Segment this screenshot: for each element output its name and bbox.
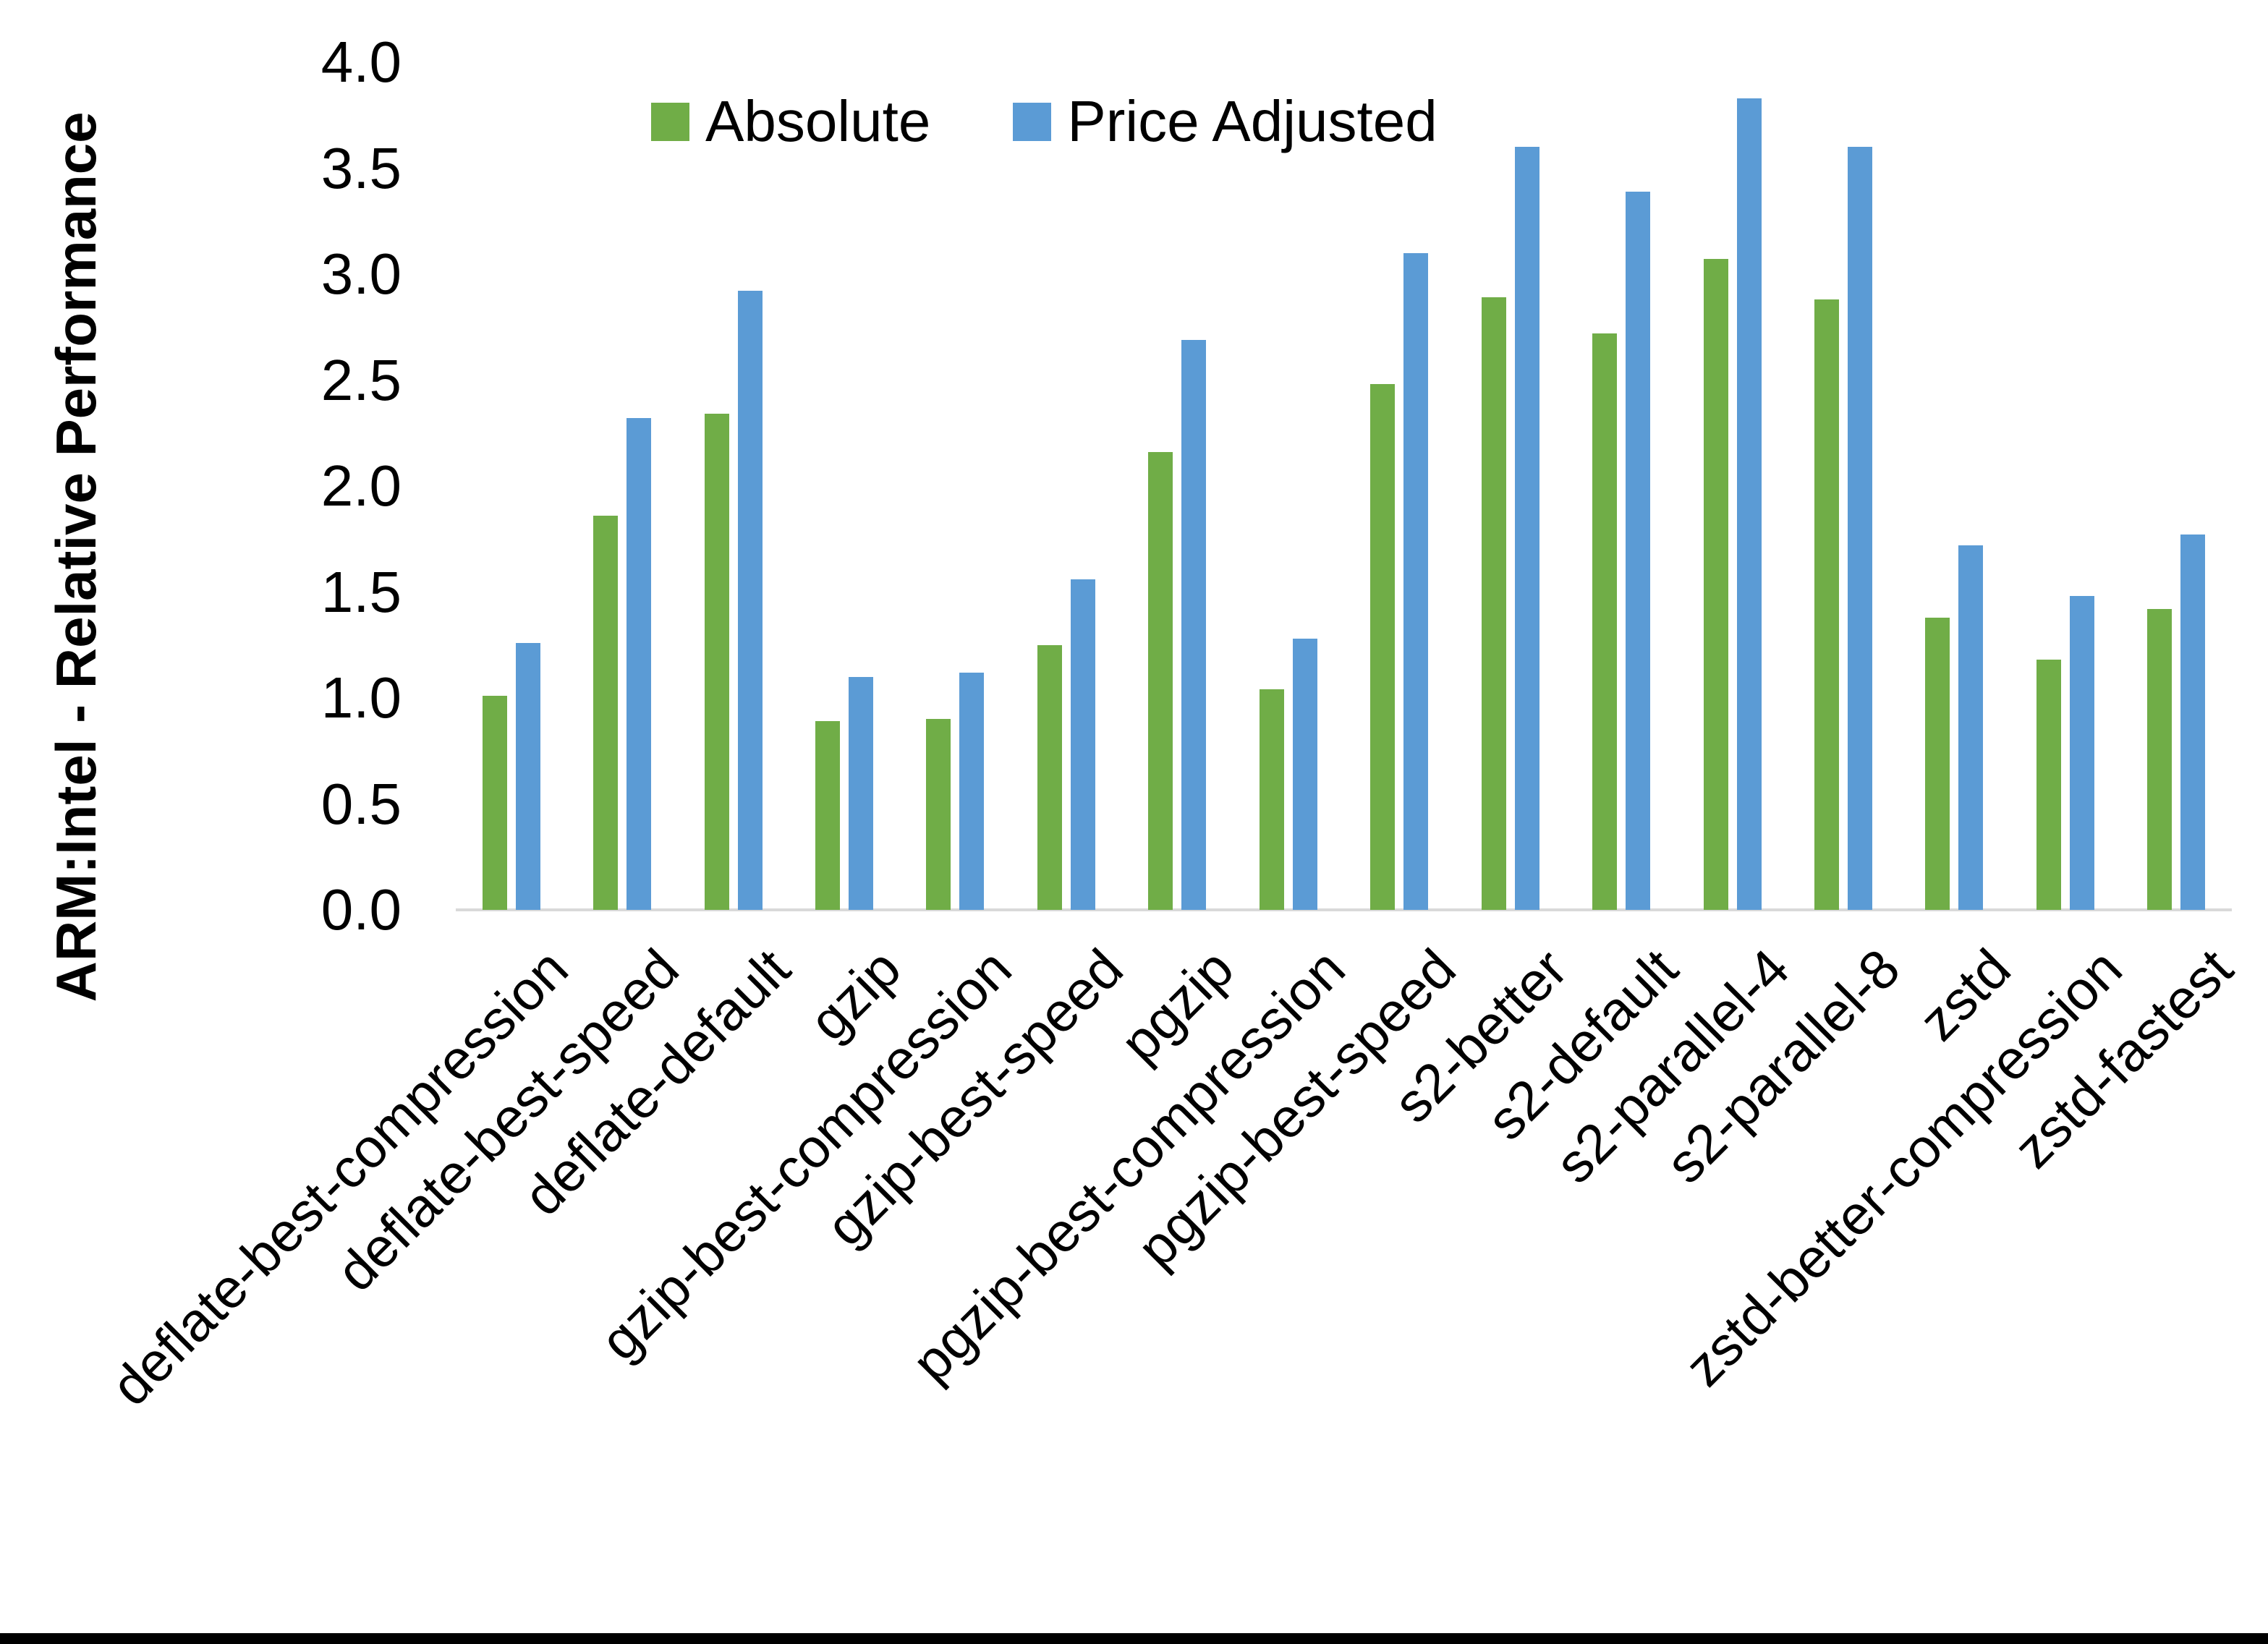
bar-absolute-gzip-best-speed xyxy=(1037,645,1062,910)
bar-price-adjusted-pgzip-best-compression xyxy=(1293,639,1317,910)
y-tick-0.0: 0.0 xyxy=(320,877,402,942)
y-tick-4.0: 4.0 xyxy=(320,30,402,94)
bar-absolute-zstd-better-compression xyxy=(2036,660,2061,910)
bar-price-adjusted-deflate-default xyxy=(738,291,763,910)
y-tick-1.5: 1.5 xyxy=(320,559,402,624)
bar-absolute-gzip xyxy=(815,721,840,910)
bar-price-adjusted-zstd-better-compression xyxy=(2070,596,2094,910)
bar-absolute-s2-default xyxy=(1592,333,1617,910)
bar-price-adjusted-gzip-best-speed xyxy=(1071,579,1095,910)
bar-price-adjusted-pgzip-best-speed xyxy=(1403,253,1428,910)
bar-absolute-pgzip xyxy=(1148,452,1173,910)
y-tick-2.5: 2.5 xyxy=(320,347,402,412)
bar-price-adjusted-zstd xyxy=(1958,545,1983,910)
y-tick-1.0: 1.0 xyxy=(320,665,402,730)
y-tick-3.5: 3.5 xyxy=(320,135,402,200)
bar-absolute-zstd xyxy=(1925,618,1950,910)
bar-absolute-s2-parallel-4 xyxy=(1704,259,1728,910)
x-label-deflate-best-compression: deflate-best-compression xyxy=(100,937,580,1418)
bar-absolute-pgzip-best-compression xyxy=(1260,689,1284,910)
bar-price-adjusted-s2-parallel-4 xyxy=(1737,98,1762,910)
bar-absolute-deflate-default xyxy=(705,414,729,910)
legend-swatch-absolute xyxy=(651,102,689,141)
legend-label-price-adjusted: Price Adjusted xyxy=(1067,89,1437,153)
y-axis-title: ARM:Intel - Relative Performance xyxy=(44,111,108,1002)
y-tick-2.0: 2.0 xyxy=(320,453,402,518)
bar-absolute-zstd-fastest xyxy=(2147,609,2172,910)
y-tick-3.0: 3.0 xyxy=(320,242,402,306)
bar-absolute-gzip-best-compression xyxy=(926,719,951,910)
bar-absolute-deflate-best-speed xyxy=(593,516,618,910)
bar-price-adjusted-zstd-fastest xyxy=(2180,534,2205,910)
bar-price-adjusted-s2-better xyxy=(1515,147,1539,910)
bar-price-adjusted-s2-parallel-8 xyxy=(1848,147,1872,910)
legend-label-absolute: Absolute xyxy=(705,89,931,153)
bar-price-adjusted-gzip-best-compression xyxy=(959,673,984,910)
bar-absolute-s2-better xyxy=(1482,297,1506,910)
x-axis-line xyxy=(456,908,2232,911)
y-tick-0.5: 0.5 xyxy=(320,771,402,836)
bar-price-adjusted-pgzip xyxy=(1181,340,1206,910)
bar-absolute-pgzip-best-speed xyxy=(1370,384,1395,910)
legend: Absolute Price Adjusted xyxy=(651,93,1437,150)
bar-price-adjusted-deflate-best-speed xyxy=(627,418,651,910)
legend-swatch-price-adjusted xyxy=(1013,102,1052,141)
bar-price-adjusted-deflate-best-compression xyxy=(516,643,540,910)
bar-price-adjusted-gzip xyxy=(849,677,873,910)
bar-absolute-deflate-best-compression xyxy=(483,696,507,910)
bottom-border-bar xyxy=(0,1633,2268,1644)
bar-absolute-s2-parallel-8 xyxy=(1814,299,1839,910)
bar-price-adjusted-s2-default xyxy=(1626,192,1650,910)
